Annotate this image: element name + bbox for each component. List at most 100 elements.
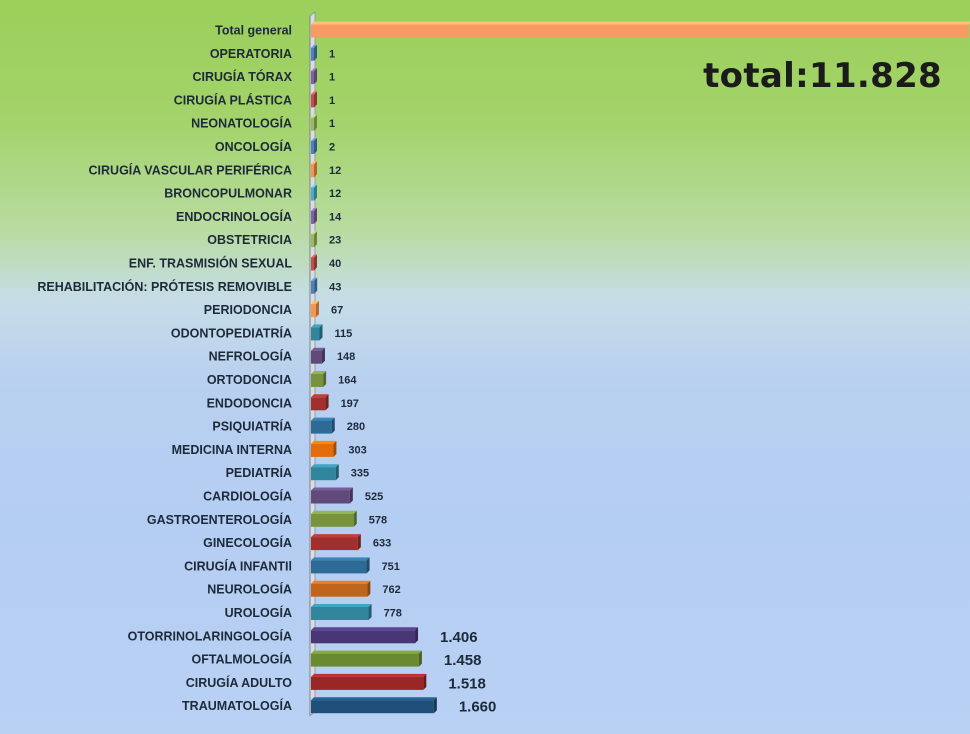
value-label: 578 [369, 514, 387, 526]
value-label: 1.406 [440, 629, 478, 646]
bar-top-face [311, 161, 317, 165]
bar-top-face [311, 301, 319, 305]
bar-side-face [314, 277, 318, 294]
bar [311, 464, 339, 481]
category-label: CIRUGÍA TÓRAX [192, 69, 292, 84]
bar-side-face [418, 650, 422, 667]
bar-front-face [311, 560, 367, 574]
bar-front-face [311, 71, 314, 85]
bar [311, 161, 317, 178]
bar-top-face [311, 510, 357, 514]
bar-front-face [311, 187, 314, 201]
bar [311, 534, 361, 551]
category-label: OBSTETRICIA [207, 233, 292, 247]
bar-top-face [311, 91, 317, 95]
bar [311, 394, 329, 411]
value-label: 43 [329, 281, 341, 293]
bar [311, 277, 318, 294]
category-label: PEDIATRÍA [226, 465, 292, 480]
value-label: 14 [329, 211, 342, 223]
bar-top-face [311, 487, 353, 491]
bar-top-face [311, 673, 427, 677]
category-label: OTORRINOLARINGOLOGÍA [128, 628, 292, 643]
bar [311, 627, 419, 644]
bar-front-face [311, 676, 424, 690]
bar [311, 557, 370, 574]
bar-side-face [367, 580, 371, 597]
value-label: 335 [351, 468, 369, 480]
bar-top-face [311, 254, 317, 258]
bar-top-face [311, 627, 419, 631]
category-label: ENF. TRASMISIÓN SEXUAL [129, 256, 293, 271]
category-label: GINECOLOGÍA [203, 535, 292, 550]
bar-front-face [311, 210, 314, 224]
bar [311, 371, 327, 387]
category-label: ORTODONCIA [207, 373, 292, 387]
category-label: NEONATOLOGÍA [191, 116, 292, 131]
bar-front-face [311, 164, 314, 178]
bar-top-face [311, 231, 317, 235]
value-label: 164 [338, 375, 357, 387]
value-label: 12 [329, 188, 341, 200]
value-label: 1.458 [444, 652, 482, 669]
value-label: 148 [337, 351, 355, 363]
category-label: NEFROLOGÍA [209, 349, 292, 364]
bar-front-face [311, 234, 314, 248]
bar [311, 487, 353, 504]
bar-front-face [311, 47, 314, 61]
value-label: 197 [341, 398, 359, 410]
bar-front-face [311, 630, 416, 644]
bar-top-face [311, 464, 339, 468]
bar-front-face [311, 583, 368, 597]
bar-side-face [357, 534, 361, 551]
category-label: Total general [215, 24, 292, 38]
bar-front-face [311, 94, 314, 108]
category-label: OPERATORIA [210, 47, 292, 61]
bar [311, 650, 422, 667]
bar-top-face [311, 44, 317, 48]
bar-side-face [314, 114, 317, 131]
bar-top-face [311, 697, 437, 701]
category-label: UROLOGÍA [225, 605, 292, 620]
bar [311, 324, 323, 341]
bar [311, 44, 317, 61]
bar-side-face [368, 604, 372, 620]
bar-side-face [331, 417, 335, 434]
value-label: 1.660 [459, 699, 497, 716]
bar-top-face [311, 114, 317, 118]
total-label: total:11.828 [703, 56, 942, 96]
value-label: 115 [335, 328, 353, 340]
bar-front-face [311, 443, 334, 457]
bar [311, 114, 317, 131]
value-label: 1 [329, 118, 335, 130]
category-label: TRAUMATOLOGÍA [182, 698, 292, 713]
category-label: PERIODONCIA [204, 303, 292, 317]
category-label: ONCOLOGÍA [215, 139, 292, 154]
bar-top-face [311, 534, 361, 538]
category-label: MEDICINA INTERNA [172, 443, 292, 457]
value-label: 1 [329, 48, 335, 60]
value-label: 778 [384, 608, 402, 620]
bar-side-face [314, 91, 317, 108]
bar-side-face [433, 697, 437, 714]
bar-side-face [314, 161, 317, 178]
value-label: 67 [331, 305, 343, 317]
bar-front-face [311, 327, 320, 341]
bar-side-face [349, 487, 353, 504]
bar-top-face [311, 324, 323, 328]
category-label: CIRUGÍA VASCULAR PERIFÉRICA [89, 162, 292, 177]
bar-side-face [314, 207, 317, 224]
bar [311, 673, 427, 690]
bar-front-face [311, 490, 350, 504]
bar [311, 254, 317, 271]
bar [311, 138, 317, 154]
bar-front-face [311, 397, 326, 411]
category-label: BRONCOPULMONAR [164, 187, 292, 201]
bar [311, 604, 372, 620]
bar-top-face [311, 440, 337, 444]
value-label: 751 [382, 561, 400, 573]
category-label: ODONTOPEDIATRÍA [171, 325, 292, 340]
bar-side-face [314, 184, 317, 201]
bar-side-face [335, 464, 339, 481]
value-label: 525 [365, 491, 383, 503]
